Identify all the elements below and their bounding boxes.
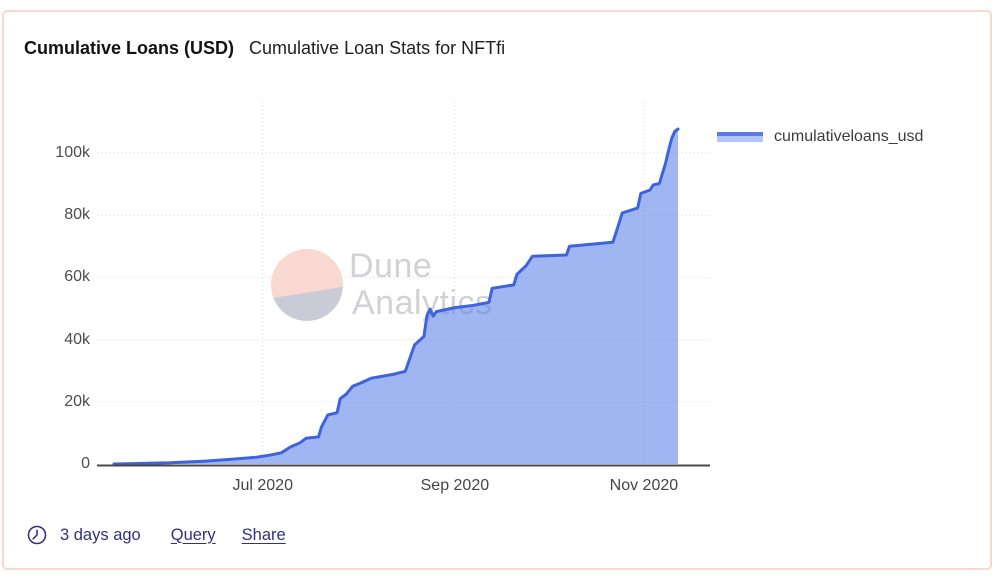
chart-svg[interactable]: Dune Analytics bbox=[97, 97, 710, 469]
dune-logo-lower-half bbox=[273, 286, 343, 321]
y-tick-label: 60k bbox=[64, 268, 90, 286]
clock-icon bbox=[27, 525, 47, 545]
legend-swatch-fill bbox=[717, 136, 763, 142]
y-tick-label: 80k bbox=[64, 206, 90, 224]
y-tick-label: 100k bbox=[55, 144, 90, 161]
watermark-text-line1: Dune bbox=[349, 247, 432, 285]
card-subtitle: Cumulative Loan Stats for NFTfi bbox=[249, 38, 506, 58]
x-tick-label: Jul 2020 bbox=[232, 477, 293, 494]
chart-card: Cumulative Loans (USD) Cumulative Loan S… bbox=[2, 10, 992, 570]
last-updated-text: 3 days ago bbox=[60, 525, 141, 544]
y-tick-label: 0 bbox=[81, 455, 90, 472]
area-line bbox=[112, 127, 680, 466]
area-fill bbox=[114, 129, 678, 464]
legend-swatch-line bbox=[717, 132, 763, 136]
y-tick-label: 40k bbox=[64, 330, 90, 348]
x-tick-label: Sep 2020 bbox=[420, 477, 490, 494]
legend-swatch-icon bbox=[717, 132, 763, 142]
share-link[interactable]: Share bbox=[241, 525, 286, 544]
card-header: Cumulative Loans (USD) Cumulative Loan S… bbox=[24, 38, 505, 59]
legend-label: cumulativeloans_usd bbox=[774, 128, 924, 145]
query-link[interactable]: Query bbox=[170, 525, 216, 544]
y-axis-labels: 100k 80k 60k 40k 20k 0 bbox=[4, 12, 90, 568]
card-footer: 3 days ago Query Share bbox=[26, 524, 312, 546]
y-tick-label: 20k bbox=[64, 392, 90, 410]
x-tick-label: Nov 2020 bbox=[609, 477, 679, 494]
legend[interactable]: cumulativeloans_usd bbox=[717, 128, 923, 146]
card-title: Cumulative Loans (USD) bbox=[24, 38, 235, 58]
